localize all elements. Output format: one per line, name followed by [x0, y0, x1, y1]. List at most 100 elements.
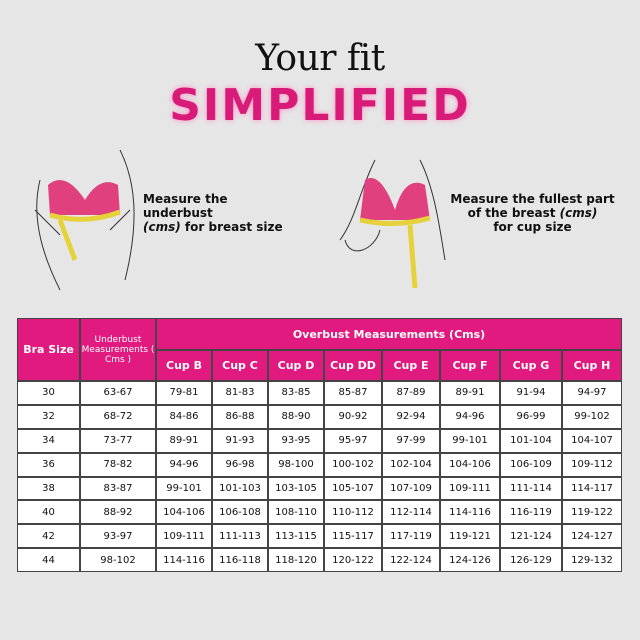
header-cell: Bra Size: [17, 318, 80, 381]
table-cell: 42: [17, 524, 80, 549]
table-cell: 124-127: [562, 524, 622, 549]
table-cell: 122-124: [382, 548, 440, 572]
table-cell: 113-115: [268, 524, 324, 549]
instruction-unit: (cms): [559, 206, 598, 220]
header-cell: Cup E: [382, 350, 440, 381]
table-cell: 98-102: [80, 548, 156, 572]
table-cell: 109-112: [562, 452, 622, 477]
instruction: Measure the underbust (cms) for breast s…: [143, 192, 293, 234]
instruction: Measure the fullest part of the breast (…: [450, 192, 615, 234]
illustrations: [34, 149, 446, 291]
table-cell: 38: [17, 476, 80, 501]
table-cell: 98-100: [268, 452, 324, 477]
instruction-text: for breast size: [184, 220, 283, 234]
table-cell: 88-90: [268, 404, 324, 429]
table-cell: 111-113: [212, 524, 268, 549]
table-cell: 78-82: [80, 452, 156, 477]
header-cell: Cup F: [440, 350, 500, 381]
table-cell: 108-110: [268, 500, 324, 525]
table-cell: 109-111: [156, 524, 212, 549]
table-cell: 83-85: [268, 381, 324, 405]
table-cell: 73-77: [80, 428, 156, 453]
table-cell: 119-121: [440, 524, 500, 549]
header-cell: Cup H: [562, 350, 622, 381]
table-cell: 89-91: [156, 428, 212, 453]
table-cell: 87-89: [382, 381, 440, 405]
table-cell: 40: [17, 500, 80, 525]
table-cell: 63-67: [80, 381, 156, 405]
table-cell: 34: [17, 428, 80, 453]
table-cell: 105-107: [324, 476, 382, 501]
table-cell: 104-106: [440, 452, 500, 477]
table-cell: 111-114: [500, 476, 562, 501]
table-cell: 44: [17, 548, 80, 572]
table-cell: 114-116: [156, 548, 212, 572]
table-cell: 114-117: [562, 476, 622, 501]
table-cell: 97-99: [382, 428, 440, 453]
table-cell: 93-97: [80, 524, 156, 549]
table-cell: 99-101: [156, 476, 212, 501]
table-cell: 100-102: [324, 452, 382, 477]
table-cell: 81-83: [212, 381, 268, 405]
table-cell: 99-102: [562, 404, 622, 429]
table-cell: 96-98: [212, 452, 268, 477]
table-cell: 93-95: [268, 428, 324, 453]
table-cell: 110-112: [324, 500, 382, 525]
table-cell: 83-87: [80, 476, 156, 501]
header-cell: Overbust Measurements (Cms): [156, 318, 622, 350]
instruction-text: Measure the underbust: [143, 192, 228, 220]
instruction-text: Measure the fullest part: [450, 192, 615, 206]
table-cell: 92-94: [382, 404, 440, 429]
table-cell: 103-105: [268, 476, 324, 501]
table-cell: 118-120: [268, 548, 324, 572]
table-cell: 107-109: [382, 476, 440, 501]
table-cell: 101-104: [500, 428, 562, 453]
header-cell: Cup DD: [324, 350, 382, 381]
table-cell: 124-126: [440, 548, 500, 572]
table-cell: 121-124: [500, 524, 562, 549]
table-cell: 106-109: [500, 452, 562, 477]
table-cell: 109-111: [440, 476, 500, 501]
table-cell: 36: [17, 452, 80, 477]
table-cell: 79-81: [156, 381, 212, 405]
table-cell: 117-119: [382, 524, 440, 549]
instruction-text: for cup size: [493, 220, 572, 234]
table-cell: 102-104: [382, 452, 440, 477]
table-cell: 94-97: [562, 381, 622, 405]
table-cell: 90-92: [324, 404, 382, 429]
table-cell: 84-86: [156, 404, 212, 429]
table-cell: 95-97: [324, 428, 382, 453]
table-cell: 112-114: [382, 500, 440, 525]
table-cell: 106-108: [212, 500, 268, 525]
header-cell: Cup G: [500, 350, 562, 381]
title: Your fit: [255, 38, 385, 79]
table-cell: 85-87: [324, 381, 382, 405]
table-cell: 104-106: [156, 500, 212, 525]
table-cell: 120-122: [324, 548, 382, 572]
subtitle: SIMPLIFIED: [169, 80, 471, 131]
table-cell: 116-119: [500, 500, 562, 525]
table-cell: 89-91: [440, 381, 500, 405]
table-cell: 94-96: [440, 404, 500, 429]
instruction-text: of the breast: [467, 206, 556, 220]
table-cell: 104-107: [562, 428, 622, 453]
table-cell: 129-132: [562, 548, 622, 572]
table-cell: 116-118: [212, 548, 268, 572]
table-cell: 86-88: [212, 404, 268, 429]
table-cell: 30: [17, 381, 80, 405]
table-cell: 91-93: [212, 428, 268, 453]
table-cell: 94-96: [156, 452, 212, 477]
table-cell: 119-122: [562, 500, 622, 525]
table-cell: 114-116: [440, 500, 500, 525]
header-cell: Underbust Measurements ( Cms ): [80, 318, 156, 381]
header-cell: Cup D: [268, 350, 324, 381]
table-cell: 68-72: [80, 404, 156, 429]
table-cell: 101-103: [212, 476, 268, 501]
table-cell: 126-129: [500, 548, 562, 572]
table-cell: 96-99: [500, 404, 562, 429]
table-cell: 32: [17, 404, 80, 429]
instruction-unit: (cms): [143, 220, 181, 234]
header-cell: Cup C: [212, 350, 268, 381]
table-cell: 99-101: [440, 428, 500, 453]
